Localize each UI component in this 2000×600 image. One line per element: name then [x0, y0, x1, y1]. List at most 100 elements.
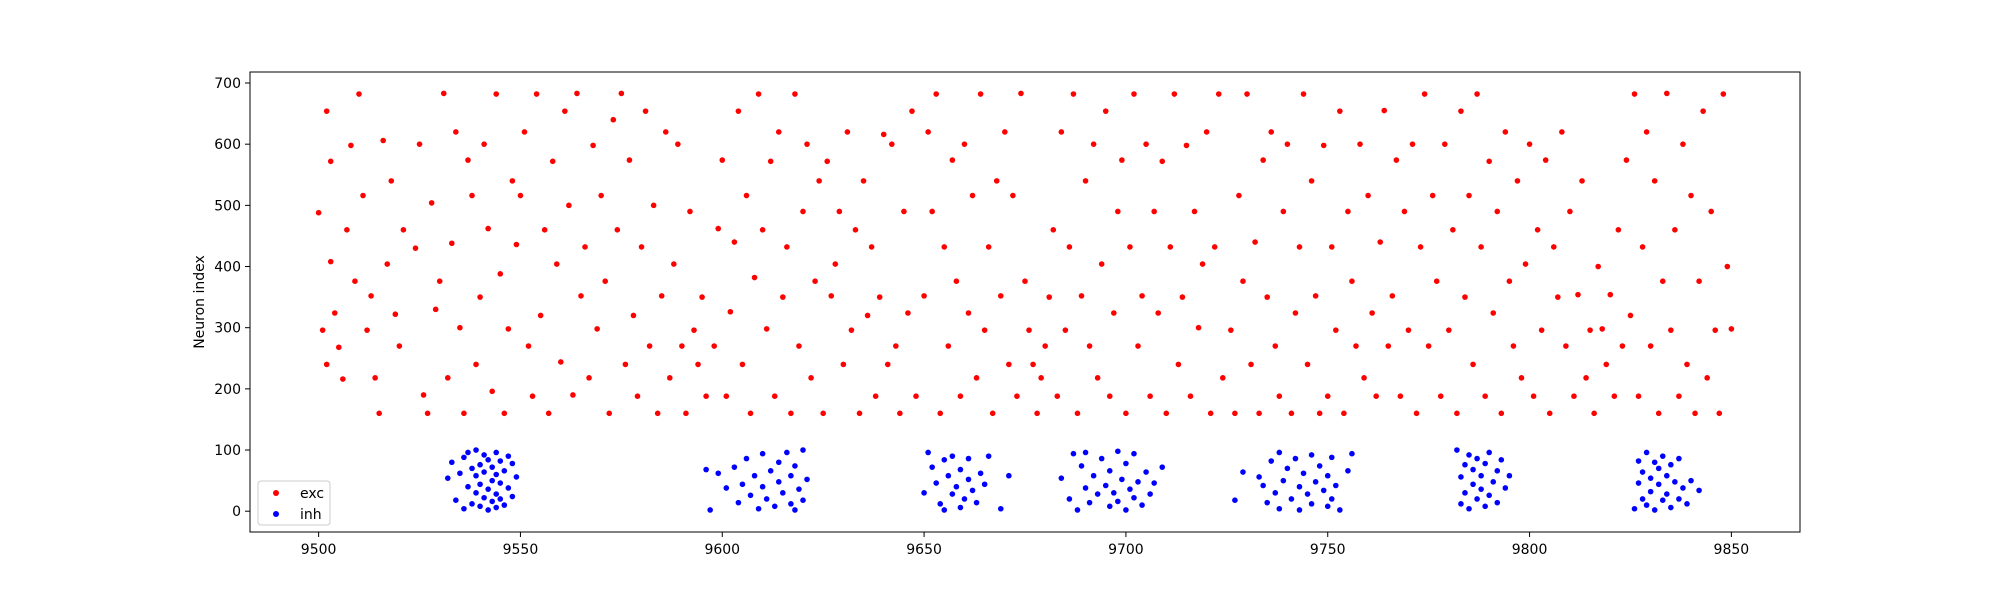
point-exc	[695, 361, 701, 368]
point-exc	[905, 310, 911, 316]
point-exc	[1236, 192, 1242, 199]
point-exc	[1575, 291, 1581, 298]
point-exc	[901, 208, 907, 215]
point-inh	[1090, 472, 1097, 479]
point-exc	[1260, 157, 1266, 163]
point-inh	[735, 499, 742, 506]
point-exc	[602, 278, 609, 285]
point-exc	[1446, 327, 1452, 333]
point-inh	[501, 468, 508, 474]
point-exc	[1462, 294, 1468, 300]
point-exc	[1006, 361, 1012, 368]
point-exc	[1078, 293, 1085, 299]
point-exc	[1647, 343, 1654, 349]
point-exc	[1070, 91, 1077, 97]
point-exc	[376, 410, 382, 417]
point-exc	[384, 261, 391, 267]
point-inh	[1115, 498, 1121, 505]
point-exc	[1119, 157, 1125, 163]
point-exc	[1098, 261, 1105, 267]
point-exc	[1401, 208, 1408, 215]
point-inh	[1260, 482, 1266, 489]
y-tick-label: 600	[214, 137, 241, 153]
point-inh	[1490, 479, 1497, 485]
point-exc	[889, 141, 895, 147]
point-inh	[1486, 492, 1492, 499]
point-inh	[1098, 455, 1105, 462]
point-exc	[1195, 324, 1202, 331]
point-inh	[1651, 459, 1658, 466]
point-inh	[1680, 485, 1686, 491]
point-exc	[364, 327, 370, 333]
point-exc	[428, 200, 435, 206]
point-exc	[937, 410, 944, 417]
point-exc	[1143, 141, 1149, 147]
point-inh	[1470, 466, 1476, 473]
point-inh	[703, 466, 709, 473]
point-exc	[1115, 208, 1121, 215]
point-exc	[497, 271, 504, 277]
point-exc	[1559, 129, 1565, 135]
point-exc	[1292, 310, 1299, 316]
point-exc	[549, 158, 556, 165]
point-inh	[1482, 460, 1488, 467]
point-exc	[1264, 294, 1270, 300]
point-exc	[1389, 293, 1396, 299]
point-inh	[933, 480, 939, 486]
point-inh	[941, 457, 948, 463]
point-inh	[485, 457, 491, 463]
point-exc	[743, 192, 750, 199]
point-exc	[1135, 343, 1141, 349]
x-tick-label: 9750	[1310, 542, 1346, 558]
point-inh	[804, 476, 810, 483]
y-tick-label: 300	[214, 321, 241, 337]
point-inh	[977, 470, 984, 477]
point-exc	[1244, 91, 1250, 97]
point-inh	[497, 458, 504, 464]
point-exc	[1324, 393, 1331, 400]
point-inh	[1328, 496, 1335, 502]
point-exc	[1042, 343, 1048, 349]
y-tick-label: 700	[214, 76, 241, 92]
point-exc	[1361, 375, 1367, 381]
point-inh	[453, 497, 459, 503]
point-exc	[517, 192, 524, 199]
point-inh	[1672, 479, 1678, 485]
point-exc	[1518, 375, 1525, 381]
point-inh	[953, 483, 960, 490]
point-exc	[1530, 393, 1537, 400]
point-exc	[1619, 343, 1626, 349]
point-exc	[525, 343, 532, 349]
point-exc	[929, 208, 935, 215]
point-exc	[1720, 91, 1727, 97]
point-exc	[1082, 178, 1089, 184]
y-tick-label: 500	[214, 198, 241, 214]
point-exc	[392, 311, 399, 318]
point-inh	[1643, 449, 1650, 456]
point-exc	[860, 178, 867, 184]
point-exc	[969, 192, 976, 199]
point-inh	[481, 469, 487, 475]
point-exc	[1316, 410, 1323, 417]
point-inh	[1486, 449, 1492, 456]
point-exc	[1712, 327, 1719, 333]
point-inh	[1082, 485, 1089, 491]
point-exc	[1175, 361, 1182, 368]
point-inh	[1478, 486, 1484, 492]
point-inh	[465, 449, 471, 456]
point-exc	[1502, 129, 1509, 135]
point-exc	[1373, 393, 1379, 400]
point-inh	[505, 453, 512, 459]
y-axis: 0 100 200 300 400 500 600 700	[214, 76, 250, 520]
point-inh	[1647, 488, 1654, 495]
point-inh	[493, 471, 500, 478]
point-exc	[582, 244, 588, 250]
point-inh	[707, 507, 713, 513]
point-exc	[1203, 129, 1210, 135]
point-exc	[1397, 393, 1404, 400]
point-exc	[1022, 278, 1028, 285]
point-inh	[1106, 468, 1113, 474]
point-exc	[481, 141, 487, 147]
point-exc	[1377, 239, 1384, 245]
point-exc	[913, 393, 919, 400]
